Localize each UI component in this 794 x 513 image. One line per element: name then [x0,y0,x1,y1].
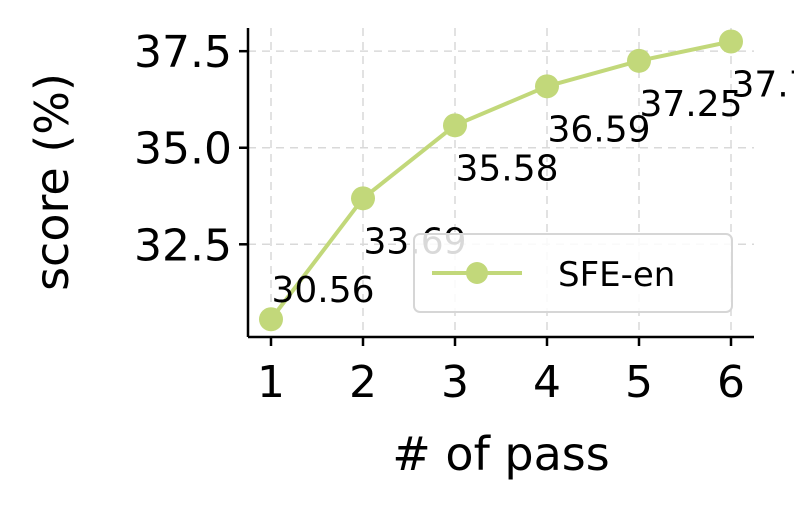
legend: SFE-en [413,233,733,313]
y-tick-label: 35.0 [134,124,232,175]
data-point [259,307,283,332]
data-label: 37.75 [731,65,794,106]
x-ticks: 1 2 3 4 5 6 [257,337,745,408]
x-axis-label: # of pass [392,427,609,481]
y-axis-label: score (%) [25,73,79,291]
data-point [351,186,375,211]
data-label: 37.25 [639,84,742,125]
series-line [269,39,732,321]
axes [246,28,754,339]
x-tick-label: 6 [717,357,745,408]
x-tick-label: 3 [441,357,469,408]
x-tick-label: 2 [349,357,377,408]
data-point [535,74,559,99]
legend-marker [466,262,488,284]
x-tick-label: 5 [625,357,653,408]
y-tick-label: 37.5 [134,27,232,78]
y-ticks: 32.5 35.0 37.5 [134,27,248,271]
data-point [719,29,743,54]
legend-box [413,233,733,313]
data-point [443,113,467,138]
data-point [627,48,651,73]
legend-entry-label: SFE-en [558,255,675,295]
y-tick-label: 32.5 [134,220,232,271]
x-tick-label: 1 [257,357,285,408]
data-label: 36.59 [547,109,650,150]
data-label: 35.58 [455,148,558,189]
data-label: 30.56 [271,270,374,311]
x-tick-label: 4 [533,357,561,408]
series [259,29,743,332]
